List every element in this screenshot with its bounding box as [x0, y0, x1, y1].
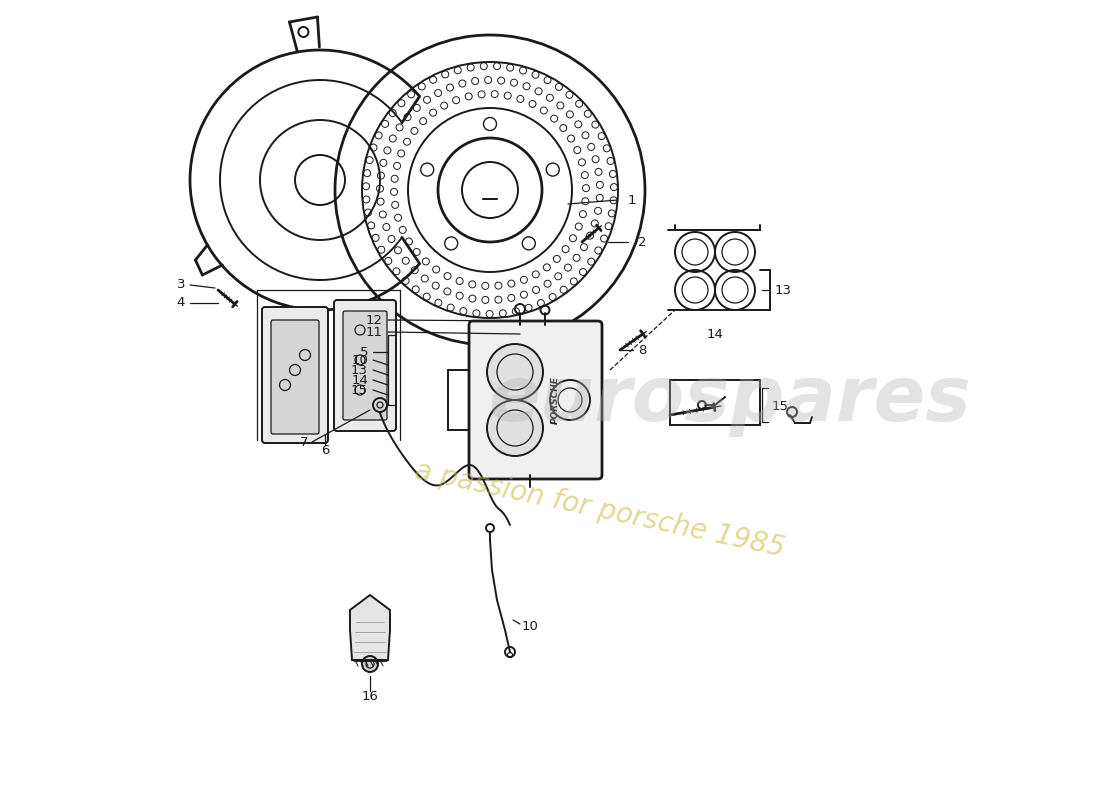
- Polygon shape: [350, 595, 390, 660]
- Text: PORSCHE: PORSCHE: [550, 376, 560, 424]
- Text: 13: 13: [776, 283, 792, 297]
- Text: 7: 7: [299, 435, 308, 449]
- Text: 16: 16: [362, 690, 378, 703]
- Text: 8: 8: [638, 343, 647, 357]
- FancyBboxPatch shape: [469, 321, 602, 479]
- Text: 14: 14: [706, 327, 724, 341]
- FancyBboxPatch shape: [262, 307, 328, 443]
- Circle shape: [487, 344, 543, 400]
- FancyBboxPatch shape: [343, 311, 387, 420]
- Text: 11: 11: [366, 326, 383, 338]
- FancyBboxPatch shape: [271, 320, 319, 434]
- Text: 15: 15: [351, 383, 369, 397]
- Text: 2: 2: [638, 235, 647, 249]
- Circle shape: [362, 656, 378, 672]
- Text: 15: 15: [772, 399, 789, 413]
- Text: 13: 13: [351, 363, 369, 377]
- Text: 5: 5: [360, 346, 368, 358]
- Text: 1: 1: [628, 194, 637, 206]
- Text: eurospares: eurospares: [488, 363, 971, 437]
- Text: 10: 10: [351, 354, 369, 366]
- Circle shape: [487, 400, 543, 456]
- Text: 12: 12: [366, 314, 383, 326]
- Text: a passion for porsche 1985: a passion for porsche 1985: [412, 457, 788, 563]
- Text: 6: 6: [321, 443, 329, 457]
- Text: 10: 10: [522, 621, 539, 634]
- Text: 14: 14: [351, 374, 369, 386]
- FancyBboxPatch shape: [334, 300, 396, 431]
- Text: 3: 3: [176, 278, 185, 291]
- Text: 4: 4: [177, 297, 185, 310]
